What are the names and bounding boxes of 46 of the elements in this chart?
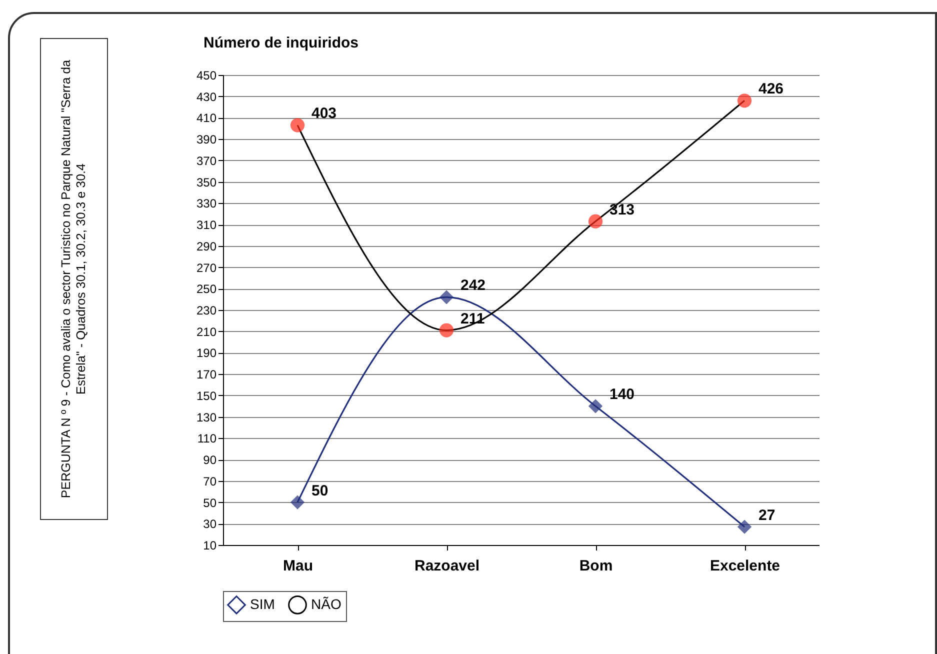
y-tick-label: 190 (196, 346, 217, 360)
y-tick-label: 450 (196, 68, 217, 82)
data-label: 313 (610, 201, 635, 218)
x-tick-label: Razoavel (414, 558, 480, 574)
y-tick-label: 370 (196, 154, 217, 168)
data-label: 27 (758, 506, 776, 524)
data-label: 140 (610, 386, 635, 404)
point (588, 214, 603, 228)
y-tick-label: 350 (196, 175, 217, 190)
y-tick-label: 30 (203, 517, 217, 532)
y-tick-label: 50 (203, 496, 217, 510)
y-tick-label: 410 (196, 111, 217, 126)
point (439, 290, 454, 304)
point (588, 399, 603, 414)
y-tick-label: 130 (196, 410, 217, 424)
x-tick-label: Excelente (710, 558, 780, 574)
point (290, 118, 305, 132)
data-label: 50 (312, 482, 328, 500)
y-tick-label: 430 (196, 90, 217, 104)
y-tick-label: 310 (196, 218, 217, 232)
y-tick-label: 230 (196, 304, 217, 318)
data-label: 426 (758, 80, 784, 98)
y-tick-label: 90 (203, 453, 217, 468)
x-tick-label: Bom (579, 558, 613, 574)
y-tick-label: 150 (196, 388, 217, 403)
legend-label: SIM (250, 596, 275, 612)
point (737, 94, 752, 108)
y-axis-title: Número de inquiridos (204, 34, 359, 52)
y-tick-label: 290 (196, 239, 217, 254)
y-tick-label: 270 (196, 260, 217, 275)
y-tick-label: 10 (203, 538, 217, 552)
x-tick-label: Mau (283, 558, 313, 574)
y-tick-label: 330 (196, 196, 217, 211)
text: PERGUNTA N º 9 - Como avalia o sector Turistico no Parque Natural "Serra da Estrela" - Quadros 30.1, 30.2, 30.3 e 30.4 (59, 58, 89, 500)
y-tick-label: 110 (197, 432, 217, 446)
point (290, 495, 305, 510)
y-tick-label: 390 (196, 132, 217, 147)
point (439, 323, 454, 338)
data-label: 242 (460, 277, 486, 294)
y-tick-label: 210 (196, 324, 217, 339)
y-tick-label: 250 (196, 282, 217, 296)
y-tick-label: 170 (196, 368, 217, 382)
point (737, 520, 752, 534)
data-label: 403 (312, 105, 337, 122)
legend-label: NÃO (311, 596, 342, 612)
y-tick-label: 70 (203, 474, 217, 488)
